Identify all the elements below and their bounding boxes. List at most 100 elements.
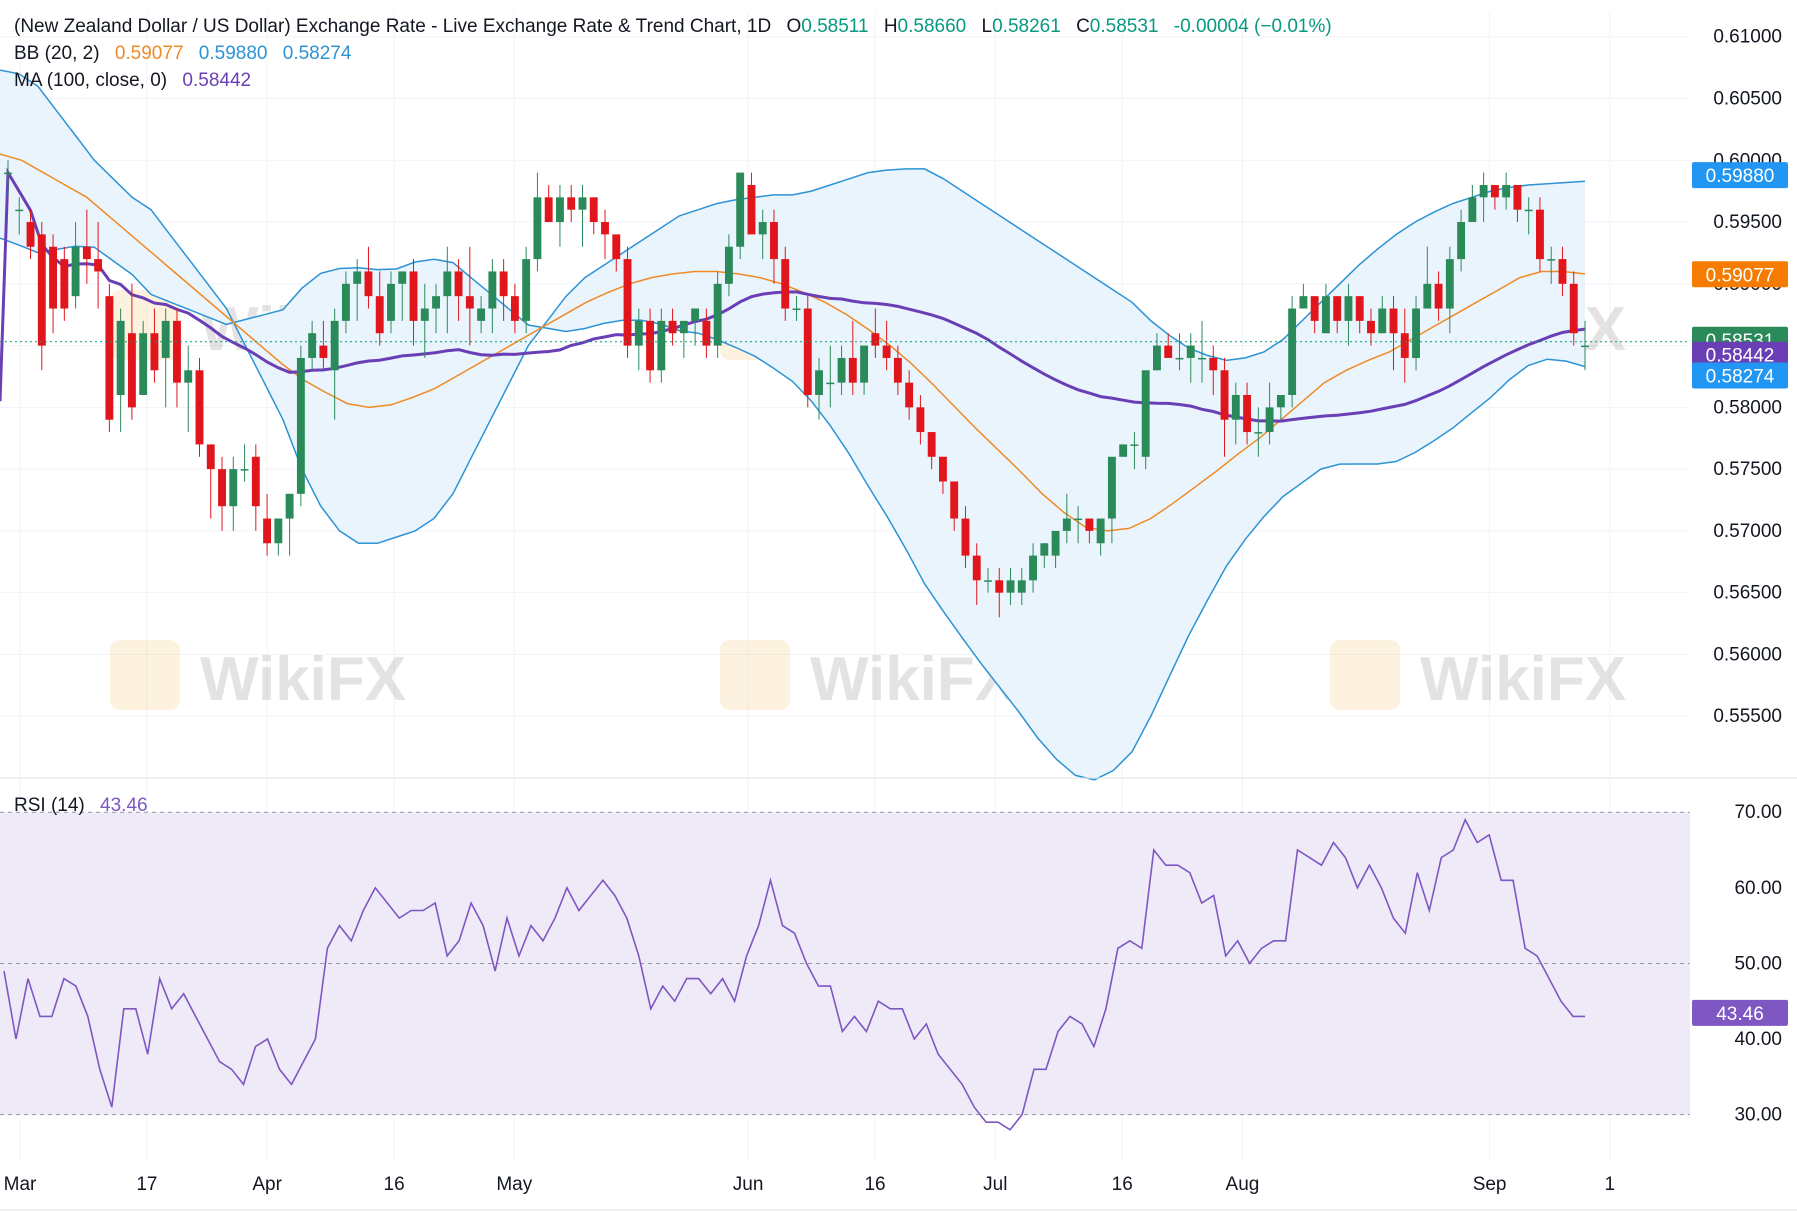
candle[interactable] — [1536, 197, 1544, 272]
candle[interactable] — [285, 493, 294, 556]
candle[interactable] — [1321, 283, 1330, 334]
candle[interactable] — [139, 320, 148, 395]
candle[interactable] — [634, 308, 643, 371]
candle[interactable] — [1367, 308, 1375, 346]
candle[interactable] — [1333, 296, 1342, 334]
candle[interactable] — [871, 308, 880, 358]
candle[interactable] — [1423, 246, 1432, 309]
candle[interactable] — [544, 184, 553, 223]
candle[interactable] — [972, 543, 981, 606]
candle[interactable] — [1434, 271, 1443, 321]
candle[interactable] — [905, 370, 914, 420]
candle[interactable] — [443, 246, 452, 334]
candle[interactable] — [1502, 172, 1511, 210]
candle[interactable] — [1490, 184, 1499, 210]
candle[interactable] — [533, 172, 542, 272]
candle[interactable] — [837, 345, 846, 395]
candle[interactable] — [1299, 283, 1308, 309]
candle[interactable] — [1513, 184, 1522, 223]
candle[interactable] — [567, 184, 576, 223]
candle[interactable] — [691, 308, 700, 346]
candle[interactable] — [1344, 283, 1353, 346]
candle[interactable] — [105, 283, 114, 433]
candle[interactable] — [770, 209, 778, 284]
candle[interactable] — [1524, 197, 1533, 235]
candle[interactable] — [82, 209, 91, 284]
candle[interactable] — [420, 283, 429, 358]
candle[interactable] — [601, 209, 609, 260]
candle[interactable] — [510, 283, 519, 334]
candle[interactable] — [1153, 333, 1161, 371]
candle[interactable] — [488, 259, 497, 334]
candle[interactable] — [454, 259, 463, 321]
candle[interactable] — [1231, 382, 1240, 445]
candle[interactable] — [1400, 308, 1409, 383]
candle[interactable] — [815, 357, 823, 420]
candle[interactable] — [995, 567, 1004, 618]
candle[interactable] — [623, 246, 632, 358]
candle[interactable] — [848, 320, 857, 395]
candle[interactable] — [353, 259, 362, 321]
candle[interactable] — [26, 209, 35, 260]
candle[interactable] — [657, 308, 666, 383]
candle[interactable] — [71, 222, 80, 309]
candle[interactable] — [803, 296, 812, 408]
candle[interactable] — [409, 259, 418, 346]
candle[interactable] — [274, 518, 283, 556]
candle[interactable] — [308, 320, 317, 371]
candle[interactable] — [1040, 543, 1049, 568]
candle[interactable] — [37, 222, 46, 371]
candle[interactable] — [1119, 444, 1128, 457]
candle[interactable] — [961, 506, 970, 568]
candle[interactable] — [1468, 184, 1477, 223]
candle[interactable] — [860, 345, 869, 395]
candle[interactable] — [364, 246, 373, 309]
candle[interactable] — [702, 308, 711, 358]
candle[interactable] — [1107, 456, 1116, 544]
candle[interactable] — [116, 308, 125, 433]
candle[interactable] — [240, 444, 249, 482]
candle[interactable] — [747, 172, 756, 235]
candle[interactable] — [341, 271, 350, 334]
candle[interactable] — [1141, 370, 1150, 470]
candle[interactable] — [736, 172, 745, 260]
candle[interactable] — [1243, 382, 1252, 445]
candlesticks[interactable] — [4, 160, 1589, 618]
candle[interactable] — [1006, 567, 1015, 606]
candle[interactable] — [927, 432, 936, 470]
candle[interactable] — [330, 308, 339, 420]
candle[interactable] — [375, 271, 384, 346]
candle[interactable] — [1355, 296, 1364, 334]
candle[interactable] — [195, 357, 204, 457]
candle[interactable] — [1017, 567, 1026, 606]
candle[interactable] — [251, 444, 260, 531]
candle[interactable] — [1412, 296, 1420, 371]
candle[interactable] — [938, 456, 947, 494]
candle[interactable] — [1265, 382, 1274, 445]
candle[interactable] — [4, 160, 12, 198]
candle[interactable] — [556, 184, 564, 247]
candle[interactable] — [161, 308, 170, 408]
candle[interactable] — [589, 197, 598, 235]
candle[interactable] — [1581, 320, 1589, 371]
candle[interactable] — [184, 345, 193, 433]
candle[interactable] — [1457, 209, 1466, 272]
candle[interactable] — [263, 493, 272, 556]
candle[interactable] — [296, 345, 305, 507]
candle[interactable] — [1547, 246, 1556, 284]
candle[interactable] — [499, 259, 508, 321]
candle[interactable] — [60, 246, 69, 321]
candle[interactable] — [1288, 296, 1297, 408]
candle[interactable] — [173, 308, 181, 408]
candle[interactable] — [465, 246, 474, 346]
candle[interactable] — [882, 320, 891, 371]
candle[interactable] — [1445, 246, 1454, 334]
candle[interactable] — [1051, 530, 1060, 568]
candle[interactable] — [1175, 333, 1184, 371]
candle[interactable] — [49, 234, 57, 334]
candle[interactable] — [1062, 493, 1071, 544]
candle[interactable] — [1029, 543, 1037, 593]
candle[interactable] — [387, 271, 395, 334]
candle[interactable] — [984, 567, 992, 593]
candle[interactable] — [229, 456, 238, 531]
